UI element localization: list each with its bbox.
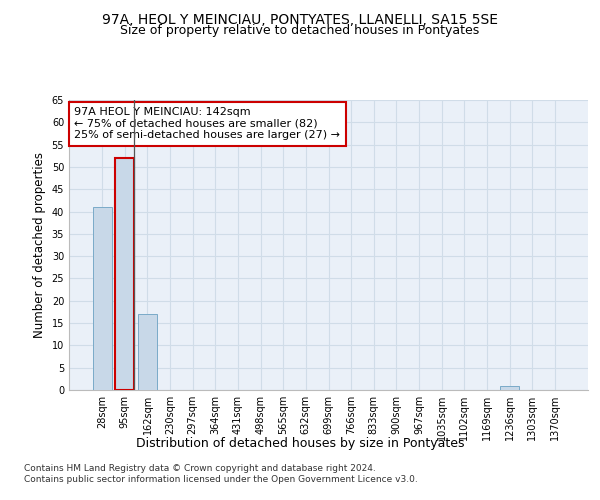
- Text: 97A, HEOL Y MEINCIAU, PONTYATES, LLANELLI, SA15 5SE: 97A, HEOL Y MEINCIAU, PONTYATES, LLANELL…: [102, 12, 498, 26]
- Bar: [500, 386, 519, 390]
- Bar: [92, 207, 112, 390]
- Text: Contains HM Land Registry data © Crown copyright and database right 2024.: Contains HM Land Registry data © Crown c…: [24, 464, 376, 473]
- Y-axis label: Number of detached properties: Number of detached properties: [33, 152, 46, 338]
- Text: 97A HEOL Y MEINCIAU: 142sqm
← 75% of detached houses are smaller (82)
25% of sem: 97A HEOL Y MEINCIAU: 142sqm ← 75% of det…: [74, 108, 340, 140]
- Text: Contains public sector information licensed under the Open Government Licence v3: Contains public sector information licen…: [24, 475, 418, 484]
- Bar: [115, 158, 134, 390]
- Text: Distribution of detached houses by size in Pontyates: Distribution of detached houses by size …: [136, 438, 464, 450]
- Bar: [138, 314, 157, 390]
- Text: Size of property relative to detached houses in Pontyates: Size of property relative to detached ho…: [121, 24, 479, 37]
